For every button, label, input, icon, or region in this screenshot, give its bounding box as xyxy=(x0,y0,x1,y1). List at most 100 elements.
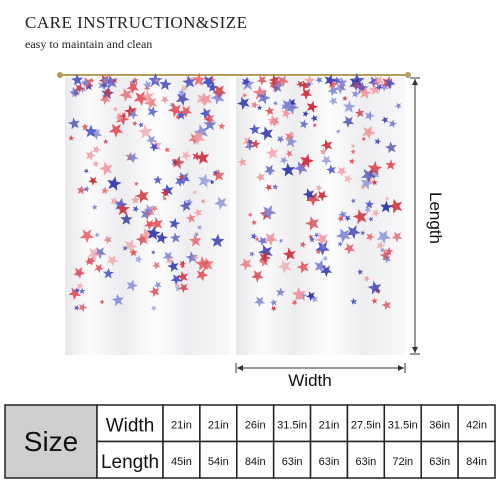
star xyxy=(74,83,85,93)
star xyxy=(185,198,194,206)
star xyxy=(270,305,277,312)
star xyxy=(254,296,266,308)
star xyxy=(263,232,278,247)
star xyxy=(73,266,86,279)
star xyxy=(336,166,347,177)
value-text: 21in xyxy=(319,419,340,431)
star xyxy=(126,279,139,292)
star xyxy=(251,270,264,283)
star xyxy=(310,295,319,303)
star xyxy=(169,102,175,108)
star xyxy=(375,83,384,92)
star xyxy=(346,225,361,240)
star xyxy=(203,113,215,125)
star xyxy=(161,184,174,197)
star xyxy=(265,146,279,160)
star xyxy=(379,247,386,254)
value-cell xyxy=(346,404,386,443)
star xyxy=(85,150,96,161)
star xyxy=(367,160,383,176)
star xyxy=(112,106,119,112)
star xyxy=(198,173,212,188)
star xyxy=(384,78,396,90)
star xyxy=(68,117,80,130)
star xyxy=(320,139,333,152)
star xyxy=(308,236,316,243)
star xyxy=(299,80,310,91)
subtitle: easy to maintain and clean xyxy=(25,37,152,51)
star xyxy=(76,282,84,290)
star xyxy=(144,96,158,110)
star xyxy=(305,216,320,231)
star xyxy=(343,100,356,113)
value-text: 63in xyxy=(429,456,450,468)
star xyxy=(376,230,392,245)
value-text: 45in xyxy=(171,456,192,468)
star xyxy=(152,261,161,270)
star xyxy=(180,84,189,93)
star xyxy=(193,208,202,218)
star xyxy=(134,181,140,187)
star xyxy=(169,217,181,230)
star xyxy=(149,286,160,298)
star xyxy=(103,88,113,98)
star xyxy=(153,281,162,290)
star xyxy=(248,212,253,218)
star xyxy=(256,75,268,86)
star xyxy=(379,249,391,261)
star xyxy=(194,232,200,238)
star xyxy=(334,82,347,95)
star xyxy=(285,131,295,142)
star xyxy=(84,124,98,138)
star xyxy=(103,74,118,90)
star xyxy=(264,106,275,116)
star xyxy=(135,232,149,246)
star xyxy=(275,287,286,297)
star xyxy=(128,110,139,120)
star xyxy=(92,160,100,168)
star xyxy=(94,263,104,274)
star xyxy=(197,224,203,231)
star xyxy=(107,176,122,191)
star xyxy=(195,150,210,165)
star xyxy=(249,251,256,257)
star xyxy=(302,188,315,201)
star xyxy=(194,124,209,140)
star xyxy=(199,107,212,120)
star xyxy=(81,77,91,87)
star xyxy=(120,112,127,120)
star xyxy=(281,162,296,177)
star xyxy=(81,123,89,131)
star xyxy=(394,102,402,110)
star xyxy=(210,90,225,105)
value-text: 63in xyxy=(355,456,376,468)
star xyxy=(296,260,309,274)
value-cell xyxy=(199,440,238,479)
star xyxy=(363,206,372,214)
star xyxy=(256,104,263,111)
star xyxy=(388,119,397,128)
star xyxy=(360,230,366,236)
star xyxy=(350,148,356,155)
star xyxy=(381,116,389,124)
star xyxy=(271,81,283,93)
star xyxy=(328,79,339,90)
star xyxy=(90,128,103,141)
star xyxy=(250,232,258,240)
star xyxy=(315,76,323,84)
size-table: Size Width 21in 21in 26in 31.5in 21in 27.5in 31… xyxy=(4,404,496,479)
star xyxy=(200,198,207,205)
value-text: 26in xyxy=(245,419,266,431)
star xyxy=(185,213,196,224)
star xyxy=(119,88,133,102)
star xyxy=(335,129,341,134)
star xyxy=(241,92,248,99)
star xyxy=(68,86,80,98)
star xyxy=(274,80,283,89)
star xyxy=(259,251,271,265)
star xyxy=(368,216,374,222)
star xyxy=(267,114,280,127)
star xyxy=(207,82,218,93)
width-label: Width xyxy=(288,371,331,390)
value-cell xyxy=(162,440,201,479)
